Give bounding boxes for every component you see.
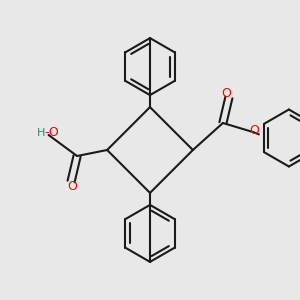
Text: O: O [68,180,77,194]
Text: O: O [221,87,231,101]
Text: O: O [250,124,259,137]
Text: H: H [37,128,45,138]
Text: -O: -O [44,126,59,139]
